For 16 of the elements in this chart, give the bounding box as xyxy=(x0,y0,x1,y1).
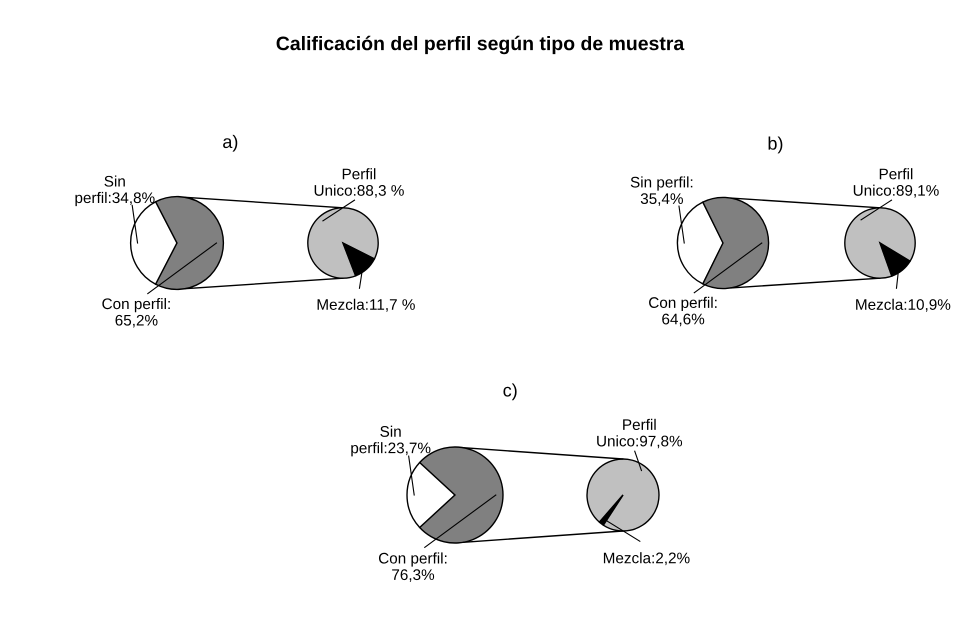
slice-label: Sin perfil:34,8% xyxy=(75,175,155,206)
slice-label: Con perfil: 76,3% xyxy=(378,552,446,582)
slice-label: Perfil Unico:97,8% xyxy=(597,418,682,448)
slice-label: Con perfil: 64,6% xyxy=(649,296,717,326)
slice-label: Perfil Unico:88,3 % xyxy=(314,168,404,198)
chart-subtitle: b) xyxy=(768,136,782,154)
slice-label: Mezcla:11,7 % xyxy=(318,298,415,312)
slice-label: Mezcla:2,2% xyxy=(604,552,690,566)
text: Calificación del perfil según tipo de muestra xyxy=(276,36,684,54)
slice-label: Perfil Unico:89,1% xyxy=(854,168,939,198)
slice-label: Sin perfil:23,7% xyxy=(351,426,430,456)
chart-subtitle: a) xyxy=(223,134,238,152)
slice-label: Mezcla:10,9% xyxy=(856,298,950,312)
chart-subtitle: c) xyxy=(503,383,517,400)
slice-label: Sin perfil: 35,4% xyxy=(630,176,692,206)
slice-label: Con perfil: 65,2% xyxy=(102,298,170,328)
